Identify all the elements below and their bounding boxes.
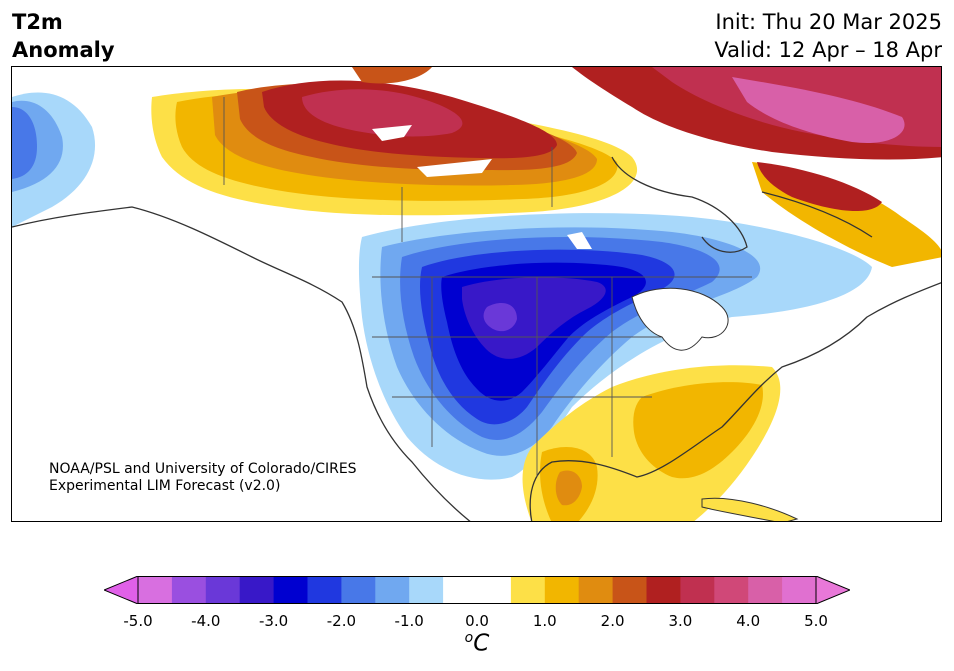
title-line-1: T2m xyxy=(12,10,63,34)
colorbar-tick-label: -4.0 xyxy=(191,612,221,630)
cuba xyxy=(701,497,799,521)
colorbar-segment xyxy=(409,576,444,604)
colorbar-segment xyxy=(273,576,308,604)
colorbar-segment xyxy=(646,576,681,604)
title-line-2: Anomaly xyxy=(12,38,115,62)
credit-line-1: NOAA/PSL and University of Colorado/CIRE… xyxy=(49,461,357,477)
colorbar-segment xyxy=(578,576,614,604)
map-canvas xyxy=(12,67,941,521)
canada-lake-1 xyxy=(372,125,412,141)
unit-celsius: C xyxy=(473,630,490,657)
coastlines xyxy=(12,156,941,521)
colorbar-tick-label: -5.0 xyxy=(123,612,153,630)
great-lakes xyxy=(631,287,729,351)
colorbar-outline xyxy=(137,576,817,604)
valid-range: Valid: 12 Apr – 18 Apr xyxy=(714,38,942,62)
colorbar-segment xyxy=(443,576,478,604)
colorbar-segment xyxy=(138,576,173,604)
canada-lake-3 xyxy=(567,232,592,249)
colorbar-tick-label: -3.0 xyxy=(258,612,289,630)
colorbar-segment xyxy=(680,576,715,604)
colorbar-tick-label: -1.0 xyxy=(394,612,424,630)
colorbar-segment xyxy=(375,576,410,604)
canada-lake-2 xyxy=(417,159,492,177)
texas-warm-orange xyxy=(555,470,582,506)
alaska-cold-darkblue xyxy=(12,107,37,179)
us-cold-indigo xyxy=(462,277,606,359)
colorbar xyxy=(104,576,850,604)
init-date: Init: Thu 20 Mar 2025 xyxy=(715,10,942,34)
anomaly-map xyxy=(11,66,942,522)
map-title: T2m Anomaly xyxy=(12,8,115,64)
colorbar-segment xyxy=(714,576,749,604)
colorbar-segment xyxy=(477,576,512,604)
colorbar-tick-label: 5.0 xyxy=(804,612,828,630)
arctic-pink xyxy=(732,77,905,143)
colorbar-segment xyxy=(205,576,241,604)
greenland-red xyxy=(352,67,432,84)
colorbar-segment xyxy=(239,576,275,604)
colorbar-segment xyxy=(341,576,376,604)
labrador-red xyxy=(757,162,882,212)
colorbar-tick-label: 0.0 xyxy=(465,612,489,630)
colorbar-min-extend xyxy=(104,576,139,604)
colorbar-tick-label: 3.0 xyxy=(668,612,693,630)
colorbar-tick-label: 1.0 xyxy=(532,612,557,630)
colorbar-segment xyxy=(171,576,207,604)
colorbar-segment xyxy=(782,576,817,604)
colorbar-tick-label: 2.0 xyxy=(600,612,625,630)
colorbar-tick-labels: -5.0 -4.0 -3.0 -2.0 -1.0 0.0 1.0 2.0 3.0 4.0 5.0 xyxy=(0,612,954,632)
colorbar-segment xyxy=(748,576,783,604)
political-borders xyxy=(223,97,752,477)
us-cold-violet xyxy=(483,303,517,332)
unit-degree: o xyxy=(464,630,474,646)
forecast-dates: Init: Thu 20 Mar 2025 Valid: 12 Apr – 18… xyxy=(714,8,942,64)
colorbar-segment xyxy=(307,576,342,604)
colorbar-segment xyxy=(612,576,647,604)
colorbar-tick-label: 4.0 xyxy=(736,612,761,630)
credit-line-2: Experimental LIM Forecast (v2.0) xyxy=(49,478,281,494)
colorbar-max-extend xyxy=(815,576,850,604)
southeast-warm-gold xyxy=(633,382,763,479)
colorbar-segment xyxy=(510,576,546,604)
colorbar-tick-label: -2.0 xyxy=(326,612,357,630)
colorbar-unit: oC xyxy=(465,630,490,657)
colorbar-segment xyxy=(544,576,580,604)
data-credit: NOAA/PSL and University of Colorado/CIRE… xyxy=(49,461,357,495)
canada-warm-crimson xyxy=(302,89,463,137)
